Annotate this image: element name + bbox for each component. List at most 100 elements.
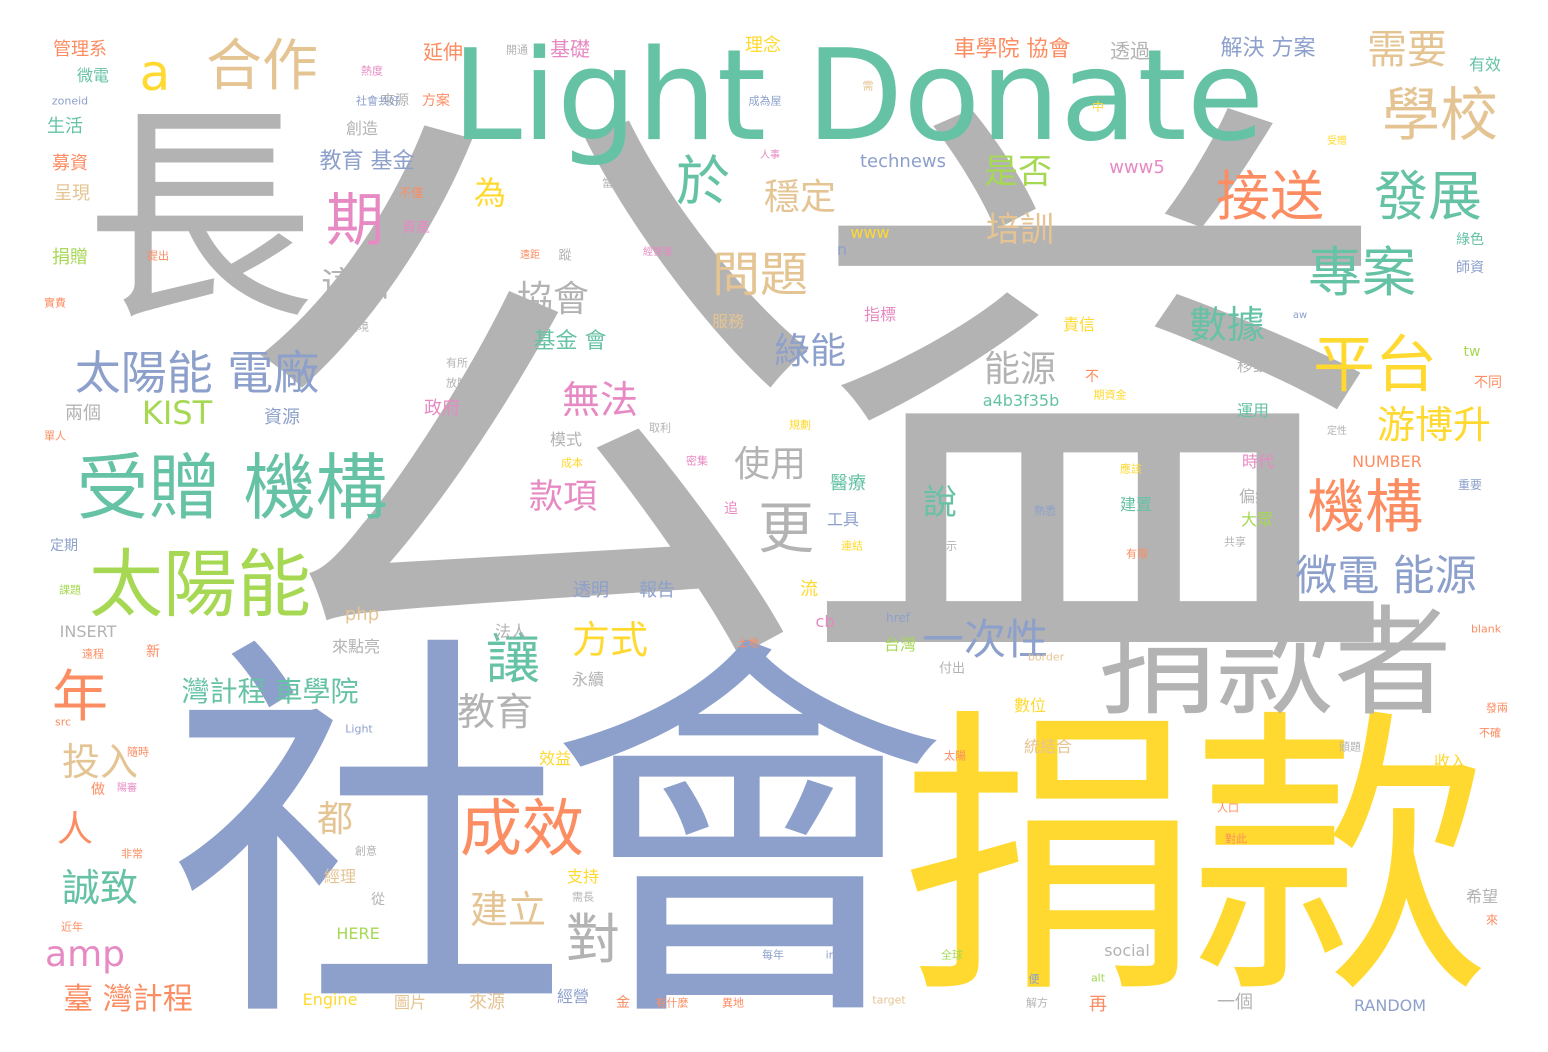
word-nengyuan: 能源 — [983, 349, 1057, 390]
word-shiyong: 使用 — [733, 444, 807, 485]
word-jiesong: 接送 — [1216, 165, 1324, 228]
word-shehuigonghao: 社會共好 — [356, 94, 400, 108]
word-xiaoyi: 效益 — [538, 749, 572, 768]
word-ziyuan: 資源 — [264, 407, 300, 428]
word-chongxin: 重新 — [1034, 467, 1056, 481]
word-chexueyuan-xiehui: 車學院 協會 — [953, 37, 1071, 62]
word-shouru: 收入 — [1433, 752, 1467, 771]
word-yanshen: 延伸 — [423, 40, 463, 64]
word-href: href — [886, 611, 910, 625]
word-laiyuan: 來源 — [469, 992, 505, 1013]
word-tai-wanjicheng: 臺 灣計程 — [63, 982, 193, 1017]
word-border: border — [1027, 650, 1065, 664]
word-jiejue-fangan: 解決 方案 — [1220, 36, 1316, 61]
word-rang: 讓 — [486, 628, 540, 691]
word-qizijin: 期資金 — [1093, 388, 1127, 402]
word-wanjicheng-chexueyuan: 灣計程 車學院 — [181, 675, 359, 708]
word-jianzhi: 建置 — [1119, 495, 1153, 514]
word-shuo: 說 — [923, 483, 957, 523]
word-here: HERE — [336, 924, 380, 943]
word-zhibiao: 指標 — [863, 305, 897, 324]
word-gongxiang: 共享 — [1224, 535, 1246, 549]
word-zoneid: zoneid — [51, 94, 89, 108]
word-taiwan: 台灣 — [883, 635, 917, 654]
word-wei: 為 — [473, 174, 507, 212]
word-shuju: 數據 — [1188, 303, 1266, 347]
word-dingxing: 定性 — [1327, 426, 1347, 437]
word-keti: 課題 — [59, 583, 81, 597]
word-laiyuan-2: 來源 — [381, 93, 409, 109]
word-zong: 蹤 — [558, 248, 572, 264]
word-yilv: 疑慮 — [944, 864, 966, 878]
word-chengxian: 呈現 — [54, 183, 90, 204]
word-guihua: 規劃 — [789, 418, 811, 432]
word-touti: 頭題 — [1339, 740, 1361, 754]
word-dazhong: 大眾 — [1240, 510, 1274, 529]
word-cong: 從 — [371, 892, 385, 908]
word-jiang: 將 — [645, 179, 659, 193]
word-huanjing: 環境 — [347, 320, 369, 334]
word-chuangyi: 創意 — [355, 844, 377, 858]
word-yige: 一個 — [1217, 992, 1253, 1013]
word-yidi: 異地 — [722, 996, 744, 1010]
word-light-donate: Light Donate — [451, 22, 1265, 169]
word-zhongyao: 重要 — [1457, 478, 1483, 492]
word-zexin: 責信 — [1062, 315, 1096, 334]
word-yousuo: 有所 — [446, 356, 468, 370]
word-youshenme: 有什麼 — [655, 996, 689, 1010]
word-youxiao: 有效 — [1468, 55, 1502, 74]
word-www5: www5 — [1109, 157, 1165, 178]
word-touming: 透明 — [573, 580, 609, 601]
word-wending: 穩定 — [763, 177, 837, 218]
word-nian: 年 — [52, 665, 108, 730]
word-juankuan: 捐款 — [900, 685, 1490, 1034]
word-shifei: 實費 — [44, 296, 66, 310]
word-jingying: 經營 — [556, 987, 590, 1006]
word-tupian: 圖片 — [393, 993, 427, 1012]
word-jinnian: 近年 — [61, 920, 83, 934]
word-quli: 取利 — [649, 421, 671, 435]
word-social: social — [1104, 941, 1150, 960]
word-fangan: 方案 — [422, 93, 450, 109]
word-yu: 於 — [676, 150, 730, 213]
word-fuwu: 服務 — [711, 312, 745, 331]
word-dou: 都 — [316, 799, 354, 840]
word-laidianliang: 來點亮 — [331, 637, 381, 656]
word-biaoshi: 表示 — [935, 539, 957, 553]
word-random: RANDOM — [1353, 996, 1427, 1015]
word-alt: alt — [1090, 971, 1106, 985]
word-zhui: 追 — [724, 501, 738, 517]
word-jianli: 建立 — [469, 888, 547, 932]
word-buque: 不確 — [1479, 726, 1501, 740]
word-chang: 長 — [84, 86, 316, 353]
word-chengweiwu: 成為屋 — [748, 94, 782, 108]
word-kuanxiang: 款項 — [529, 477, 597, 517]
word-tw: tw — [1463, 344, 1481, 360]
word-pianxiang: 偏鄉 — [1238, 487, 1272, 506]
word-src: src — [54, 715, 72, 729]
word-kist: KIST — [141, 394, 213, 432]
word-chengben: 成本 — [561, 456, 583, 470]
word-wenti: 問題 — [711, 247, 809, 303]
word-tichu: 提出 — [147, 249, 169, 263]
word-guanlixi: 管理系 — [53, 39, 107, 60]
word-fazhan: 發展 — [1374, 165, 1482, 228]
word-yunyong: 運用 — [1236, 401, 1270, 420]
word-yongxu: 永續 — [571, 670, 605, 689]
word-n: n — [836, 240, 848, 259]
word-www: www — [850, 223, 890, 242]
word-insert: INSERT — [59, 622, 117, 641]
word-gongyi: 公益 — [230, 55, 1400, 754]
word-zhong: 中 — [1091, 100, 1105, 114]
word-jingli: 經理 — [323, 867, 357, 886]
word-shouzeng-jigou: 受贈 機構 — [76, 446, 388, 530]
word-danren: 單人 — [44, 429, 66, 443]
word-lvse: 綠色 — [1456, 232, 1484, 248]
word-wufa: 無法 — [561, 378, 639, 422]
word-target: target — [872, 993, 906, 1007]
word-liangge: 兩個 — [65, 403, 101, 424]
word-dangkai: 當開 — [602, 176, 624, 190]
word-shuwei: 數位 — [1013, 696, 1047, 715]
word-img: img — [825, 948, 847, 962]
word-zuo: 做 — [91, 782, 105, 798]
